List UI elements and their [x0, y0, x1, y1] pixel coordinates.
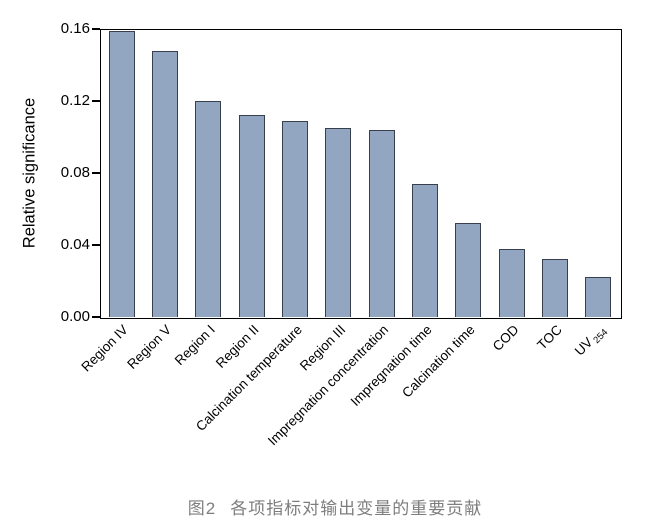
y-tick-mark	[92, 172, 100, 174]
bar-region-iii	[325, 128, 352, 317]
y-tick-mark	[92, 316, 100, 318]
x-tick-label-text: Impregnation time	[347, 322, 435, 410]
x-tick-label: TOC	[534, 322, 565, 353]
plot-area	[100, 29, 622, 319]
bar-region-iv	[108, 30, 135, 317]
bar-impregnation-concentration	[368, 129, 395, 317]
x-tick-label-text: COD	[489, 322, 522, 354]
bar-uv254	[585, 277, 612, 317]
y-tick-label: 0.08	[60, 164, 90, 181]
x-tick-label-text: Region I	[171, 322, 218, 369]
x-tick-label: Impregnation time	[348, 322, 435, 409]
caption-title: 各项指标对输出变量的重要贡献	[230, 499, 483, 518]
x-tick-label: Region I	[172, 322, 218, 368]
y-tick-label: 0.04	[60, 236, 90, 253]
x-tick-label: UV254	[571, 322, 610, 360]
x-tick-label: Region V	[125, 322, 175, 372]
x-tick-label-text: Region IV	[78, 322, 132, 375]
bar-calcination-temperature	[282, 120, 308, 317]
bar-region-v	[152, 50, 178, 317]
caption-number: 图2	[187, 499, 217, 518]
bar-region-i	[195, 101, 222, 317]
bar-region-ii	[238, 115, 265, 317]
y-tick-mark	[92, 100, 100, 102]
x-tick-label-text: TOC	[534, 322, 565, 353]
y-axis-title: Relative significance	[20, 97, 39, 249]
bar-cod	[498, 248, 525, 317]
bar-impregnation-time	[412, 183, 438, 317]
x-tick-label-text: Region V	[124, 322, 175, 372]
y-tick-label: 0.16	[60, 20, 90, 37]
y-tick-label: 0.12	[60, 92, 90, 109]
x-tick-label: Region IV	[79, 322, 132, 375]
bar-calcination-time	[455, 223, 482, 317]
x-tick-label: COD	[489, 322, 521, 354]
y-tick-mark	[92, 244, 100, 246]
bar-toc	[542, 259, 568, 317]
y-tick-mark	[92, 28, 100, 30]
y-tick-label: 0.00	[60, 308, 90, 325]
